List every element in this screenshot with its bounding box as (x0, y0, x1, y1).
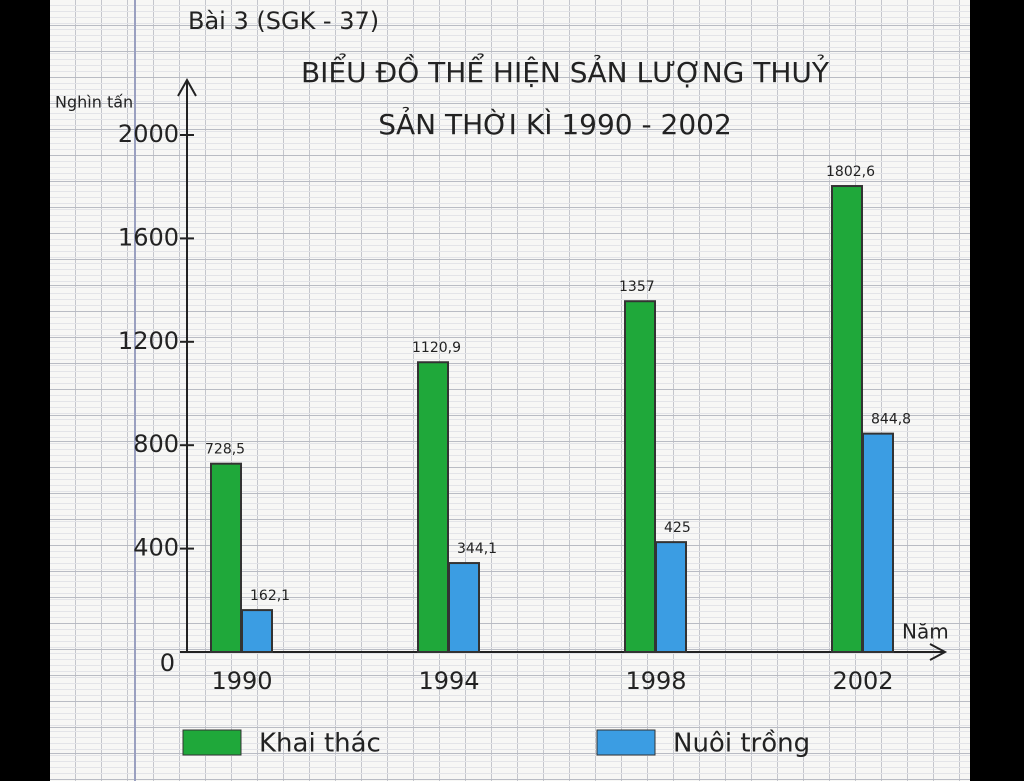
value-label: 844,8 (871, 412, 911, 428)
legend-swatch (182, 729, 242, 756)
y-tick-label: 400 (133, 534, 179, 562)
y-tick-label: 800 (133, 430, 179, 458)
bar (241, 609, 273, 654)
y-arrow (177, 77, 197, 97)
legend-label: Nuôi trồng (673, 729, 810, 759)
value-label: 425 (664, 520, 691, 536)
paper (50, 0, 970, 781)
bar (417, 361, 449, 653)
value-label: 1802,6 (826, 164, 875, 180)
bar (862, 432, 894, 653)
x-tick-label: 1998 (625, 667, 686, 695)
bar (210, 462, 242, 653)
bar (448, 562, 480, 654)
value-label: 1120,9 (412, 340, 461, 356)
x-axis-label: Năm (902, 620, 949, 644)
bar (624, 300, 656, 653)
chart-title: SẢN THỜI KÌ 1990 - 2002 (378, 106, 732, 141)
y-axis-label: Nghìn tấn (55, 93, 133, 112)
legend-swatch (596, 729, 656, 756)
value-label: 162,1 (250, 588, 290, 604)
x-tick-label: 2002 (832, 667, 893, 695)
y-tick-label: 0 (160, 649, 175, 677)
bar (655, 541, 687, 654)
y-tick-label: 2000 (118, 120, 179, 148)
legend-label: Khai thác (259, 729, 381, 759)
x-tick-label: 1994 (418, 667, 479, 695)
y-tick-label: 1600 (118, 223, 179, 251)
margin-line (134, 0, 136, 781)
annotation: Bài 3 (SGK - 37) (188, 7, 379, 35)
x-arrow (929, 643, 948, 661)
value-label: 728,5 (205, 442, 245, 458)
value-label: 344,1 (457, 541, 497, 557)
x-tick-label: 1990 (211, 667, 272, 695)
y-tick-label: 1200 (118, 327, 179, 355)
chart-title: BIỂU ĐỒ THỂ HIỆN SẢN LƯỢNG THUỶ (301, 52, 830, 89)
value-label: 1357 (619, 279, 655, 295)
bar (831, 185, 863, 653)
